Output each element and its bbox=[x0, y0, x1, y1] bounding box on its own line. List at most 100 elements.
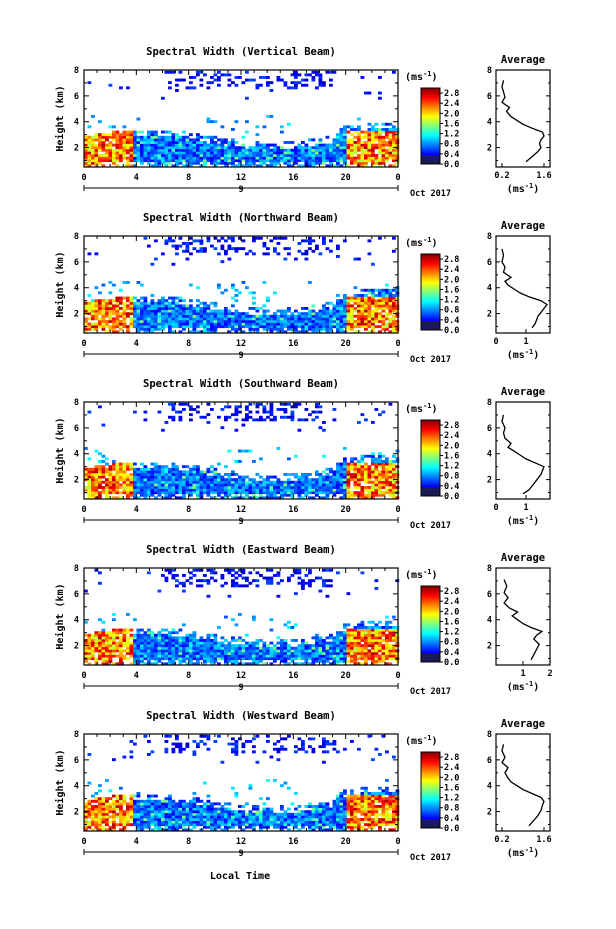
heatmap-cell bbox=[91, 654, 95, 658]
heatmap-cell bbox=[122, 317, 127, 321]
heatmap-cell bbox=[108, 309, 113, 313]
profile-unit: (ms-1) bbox=[507, 348, 540, 361]
y-tick-label: 8 bbox=[74, 66, 79, 76]
heatmap-cell bbox=[175, 467, 179, 471]
heatmap-cell bbox=[266, 654, 270, 658]
heatmap-cell bbox=[150, 330, 155, 334]
heatmap-cell bbox=[248, 159, 253, 163]
heatmap-cell bbox=[280, 130, 284, 134]
heatmap-cell bbox=[294, 488, 298, 492]
heatmap-cell bbox=[224, 159, 228, 163]
heatmap-cell bbox=[220, 138, 225, 142]
heatmap-cell bbox=[147, 159, 151, 163]
heatmap-cell bbox=[378, 156, 382, 160]
heatmap-cell bbox=[238, 247, 242, 251]
heatmap-cell bbox=[157, 589, 162, 593]
heatmap-cell bbox=[388, 156, 393, 160]
heatmap-cell bbox=[112, 649, 116, 653]
heatmap-cell bbox=[287, 654, 291, 658]
heatmap-cell bbox=[178, 644, 183, 648]
heatmap-cell bbox=[199, 636, 204, 640]
heatmap-cell bbox=[339, 314, 344, 318]
heatmap-cell bbox=[150, 491, 155, 495]
heatmap-cell bbox=[329, 641, 333, 645]
heatmap-cell bbox=[304, 83, 309, 87]
heatmap-cell bbox=[378, 483, 382, 487]
heatmap-cell bbox=[147, 135, 151, 139]
heatmap-cell bbox=[241, 486, 246, 489]
heatmap-cell bbox=[273, 312, 277, 316]
heatmap-cell bbox=[245, 317, 249, 321]
heatmap-cell bbox=[388, 296, 393, 300]
heatmap-cell bbox=[231, 247, 235, 251]
heatmap-cell bbox=[133, 133, 137, 137]
heatmap-cell bbox=[248, 480, 253, 484]
heatmap-cell bbox=[161, 135, 165, 139]
heatmap-cell bbox=[329, 146, 333, 150]
heatmap-cell bbox=[259, 654, 263, 658]
heatmap-cell bbox=[360, 639, 365, 642]
heatmap-cell bbox=[245, 496, 249, 500]
heatmap-cell bbox=[346, 480, 351, 484]
heatmap-cell bbox=[290, 154, 295, 157]
heatmap-cell bbox=[143, 148, 148, 152]
heatmap-cell bbox=[122, 307, 127, 310]
heatmap-cell bbox=[182, 314, 186, 318]
heatmap-cell bbox=[374, 288, 379, 292]
heatmap-cell bbox=[161, 646, 165, 650]
heatmap-cell bbox=[367, 478, 372, 482]
heatmap-cell bbox=[199, 312, 204, 316]
heatmap-cell bbox=[161, 475, 165, 479]
heatmap-cell bbox=[297, 491, 302, 495]
heatmap-cell bbox=[105, 652, 109, 655]
heatmap-cell bbox=[357, 146, 361, 150]
heatmap-cell bbox=[325, 652, 330, 655]
heatmap-cell bbox=[175, 83, 179, 87]
heatmap-cell bbox=[203, 644, 207, 648]
heatmap-cell bbox=[339, 320, 344, 323]
heatmap-cell bbox=[182, 78, 186, 82]
heatmap-cell bbox=[290, 320, 295, 323]
heatmap-cell bbox=[94, 133, 99, 137]
heatmap-cell bbox=[140, 327, 144, 331]
heatmap-cell bbox=[360, 146, 365, 150]
heatmap-cell bbox=[322, 486, 326, 489]
heatmap-cell bbox=[367, 143, 372, 147]
heatmap-cell bbox=[98, 405, 102, 409]
colorbar-tick-label: 0.0 bbox=[444, 160, 459, 170]
heatmap-cell bbox=[294, 483, 298, 487]
heatmap-cell bbox=[360, 454, 365, 458]
heatmap-cell bbox=[133, 151, 137, 155]
heatmap-cell bbox=[329, 652, 333, 655]
heatmap-cell bbox=[255, 330, 260, 334]
heatmap-cell bbox=[266, 252, 270, 256]
heatmap-cell bbox=[325, 312, 330, 316]
heatmap-cell bbox=[315, 639, 319, 642]
heatmap-cell bbox=[315, 320, 319, 323]
heatmap-cell bbox=[108, 159, 113, 163]
heatmap-cell bbox=[374, 626, 379, 629]
heatmap-cell bbox=[168, 327, 172, 331]
heatmap-cell bbox=[203, 639, 207, 642]
heatmap-cell bbox=[245, 148, 249, 152]
heatmap-cell bbox=[91, 641, 95, 645]
heatmap-cell bbox=[266, 322, 270, 326]
heatmap-cell bbox=[140, 283, 144, 287]
heatmap-cell bbox=[241, 322, 246, 326]
heatmap-cell bbox=[255, 164, 260, 168]
heatmap-cell bbox=[392, 628, 396, 632]
heatmap-cell bbox=[87, 639, 92, 642]
heatmap-cell bbox=[157, 644, 162, 648]
heatmap-cell bbox=[234, 491, 239, 495]
heatmap-cell bbox=[189, 483, 193, 487]
heatmap-cell bbox=[227, 322, 232, 326]
heatmap-cell bbox=[315, 244, 319, 248]
heatmap-cell bbox=[189, 405, 193, 409]
heatmap-cell bbox=[220, 574, 225, 577]
heatmap-cell bbox=[199, 488, 204, 492]
heatmap-cell bbox=[87, 475, 92, 479]
heatmap-cell bbox=[129, 148, 134, 152]
heatmap-cell bbox=[129, 151, 134, 155]
heatmap-cell bbox=[140, 639, 144, 642]
heatmap-cell bbox=[189, 654, 193, 658]
